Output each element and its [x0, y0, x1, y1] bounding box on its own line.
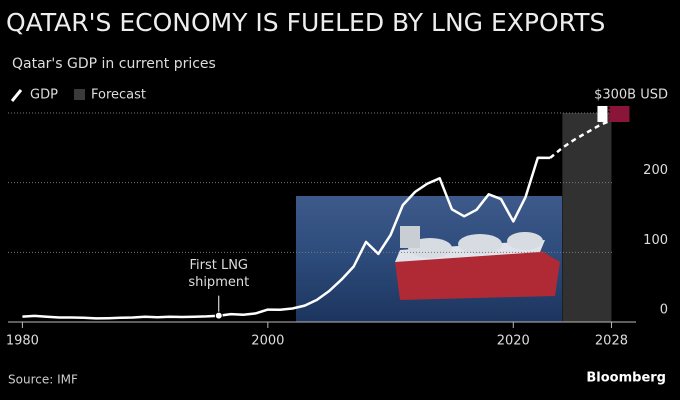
- brand: Bloomberg: [586, 371, 666, 386]
- x-tick-label: 1980: [6, 334, 39, 349]
- y-tick-label: 100: [643, 233, 668, 248]
- legend-label: Forecast: [91, 88, 146, 103]
- annotation: First LNG: [189, 258, 248, 273]
- legend-line-icon: [10, 89, 23, 102]
- y-tick-label: 200: [643, 163, 668, 178]
- forecast-line: [549, 118, 613, 159]
- annotation-dot: [214, 311, 223, 320]
- y-tick-label: 0: [660, 303, 668, 318]
- flag-maroon: [607, 105, 630, 122]
- source: Source: IMF: [8, 373, 78, 387]
- legend-label: GDP: [30, 88, 58, 103]
- x-tick-label: 2000: [251, 334, 284, 349]
- gdp-line: [22, 156, 551, 320]
- forecast-shade: [562, 113, 612, 322]
- x-tick-label: 2028: [595, 334, 628, 349]
- annotation: shipment: [188, 275, 249, 290]
- x-tick-label: 2020: [497, 334, 530, 349]
- ship-photo: [296, 196, 562, 322]
- chart-title: QATAR'S ECONOMY IS FUELED BY LNG EXPORTS: [6, 8, 605, 37]
- chart-subtitle: Qatar's GDP in current prices: [12, 56, 216, 72]
- y-tick-label: $300B USD: [594, 88, 668, 103]
- flag-white: [597, 105, 608, 122]
- legend: GDP Forecast: [10, 88, 146, 103]
- legend-swatch: [74, 89, 85, 100]
